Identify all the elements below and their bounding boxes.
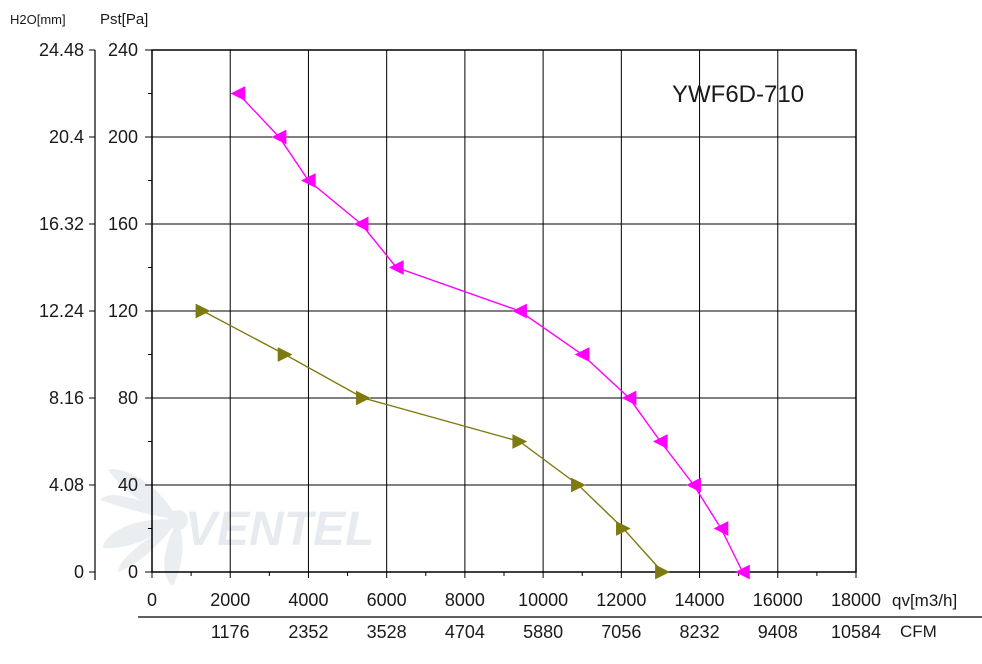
x-tick-label: 12000 — [596, 590, 646, 610]
chart-title: YWF6D-710 — [672, 81, 804, 108]
grid-lines — [89, 49, 857, 578]
data-point-0 — [735, 564, 750, 580]
data-point-0 — [353, 216, 369, 232]
y-mm-tick-label: 8.16 — [49, 388, 84, 408]
data-point-1 — [655, 564, 670, 580]
data-point-1 — [195, 303, 211, 319]
data-point-0 — [686, 477, 701, 493]
data-point-1 — [277, 347, 293, 362]
data-point-0 — [713, 521, 729, 536]
cfm-tick-label: 5880 — [523, 622, 563, 642]
y-left-unit-label: H2O[mm] — [10, 12, 66, 27]
x-tick-label: 0 — [147, 590, 157, 610]
cfm-tick-labels: 1176 2352 3528 4704 5880 7056 8232 9408 10584 — [211, 622, 881, 642]
y-pa-tick-label: 240 — [108, 40, 138, 60]
watermark-logo: VENTEL — [100, 469, 374, 586]
data-point-1 — [616, 521, 631, 536]
cfm-tick-label: 4704 — [445, 622, 485, 642]
cfm-tick-label: 1176 — [211, 622, 250, 642]
y-pa-tick-label: 120 — [108, 301, 138, 321]
x-unit-label: qv[m3/h] — [892, 591, 957, 610]
x-tick-label: 10000 — [518, 590, 568, 610]
x-tick-label: 14000 — [675, 590, 725, 610]
cfm-tick-label: 2352 — [288, 622, 328, 642]
y-mm-tick-label: 0 — [74, 562, 84, 582]
y-pa-tick-label: 0 — [128, 562, 138, 582]
data-point-1 — [571, 477, 586, 493]
y-pa-tick-label: 40 — [118, 475, 138, 495]
y-right-unit-label: Pst[Pa] — [100, 11, 148, 28]
watermark-text: VENTEL — [185, 503, 374, 556]
series-line-0 — [237, 93, 744, 573]
fan-icon — [100, 469, 188, 586]
y-pa-tick-label: 80 — [118, 388, 138, 408]
data-point-0 — [574, 347, 590, 362]
y-mm-tick-label: 4.08 — [49, 475, 84, 495]
x-tick-label: 2000 — [210, 590, 250, 610]
data-point-0 — [512, 303, 527, 319]
data-point-0 — [300, 173, 316, 188]
x-tick-label: 8000 — [445, 590, 485, 610]
minor-ticks — [148, 93, 818, 576]
cfm-tick-label: 3528 — [367, 622, 407, 642]
data-point-0 — [230, 86, 246, 101]
y-pa-tick-labels: 0 40 80 120 160 200 240 — [108, 40, 138, 582]
y-mm-tick-label: 20.4 — [49, 127, 84, 147]
data-point-0 — [621, 390, 637, 406]
x-tick-label: 16000 — [753, 590, 803, 610]
y-mm-tick-label: 12.24 — [39, 301, 84, 321]
y-mm-tick-labels: 0 4.08 8.16 12.24 16.32 20.4 24.48 — [39, 40, 84, 582]
data-point-0 — [652, 434, 668, 449]
cfm-unit-label: CFM — [900, 622, 937, 641]
data-point-0 — [388, 260, 404, 275]
y-pa-tick-label: 160 — [108, 214, 138, 234]
x-tick-label: 6000 — [367, 590, 407, 610]
data-point-1 — [512, 434, 528, 449]
data-point-1 — [355, 390, 371, 406]
x-tick-label: 18000 — [831, 590, 881, 610]
data-point-0 — [271, 129, 287, 145]
cfm-tick-label: 8232 — [680, 622, 720, 642]
cfm-tick-label: 9408 — [758, 622, 798, 642]
x-tick-labels: 0 2000 4000 6000 8000 10000 12000 14000 16000 180… — [147, 590, 881, 610]
x-tick-label: 4000 — [288, 590, 328, 610]
cfm-tick-label: 10584 — [831, 622, 881, 642]
y-mm-tick-label: 16.32 — [39, 214, 84, 234]
y-pa-tick-label: 200 — [108, 127, 138, 147]
data-series — [195, 86, 750, 580]
cfm-tick-label: 7056 — [601, 622, 641, 642]
y-mm-tick-label: 24.48 — [39, 40, 84, 60]
